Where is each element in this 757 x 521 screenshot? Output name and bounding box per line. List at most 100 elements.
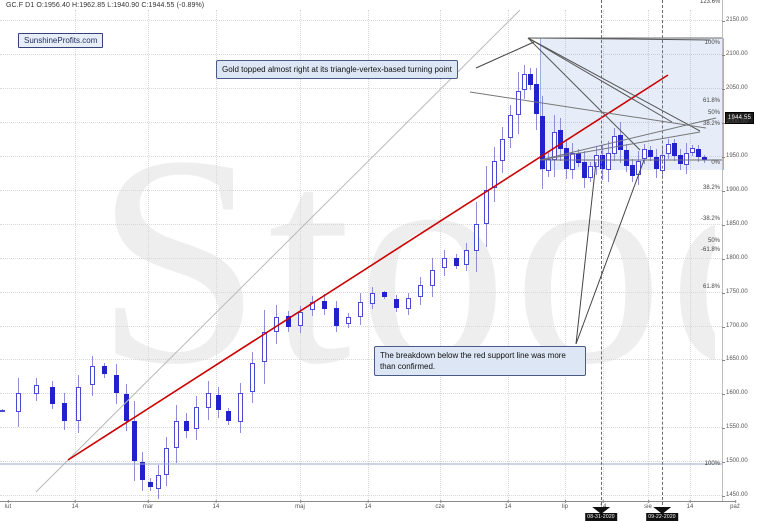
date-tick-label: sie <box>644 500 652 510</box>
price-axis-line <box>722 0 723 502</box>
price-tick-label: 2100.00 <box>722 51 748 58</box>
candle-body <box>206 393 211 409</box>
candle-body <box>588 166 593 178</box>
quote-header: GC.F D1 O:1956.40 H:1962.85 L:1940.90 C:… <box>6 2 205 9</box>
candle-body <box>16 393 21 413</box>
candle-body <box>174 420 179 448</box>
date-marker-vertical-line <box>662 0 663 505</box>
fib-level-label: 50% <box>707 238 720 244</box>
price-tick-label: 1550.00 <box>722 424 748 431</box>
candle-body <box>474 223 479 251</box>
candle-body <box>382 292 387 298</box>
date-axis-line <box>0 501 735 502</box>
candlestick-series <box>0 10 722 502</box>
candle-body <box>310 301 315 310</box>
candle-body <box>690 147 695 154</box>
candle-body <box>442 257 447 269</box>
candle-body <box>132 421 137 462</box>
price-tick-label: 2050.00 <box>722 85 748 92</box>
candle-body <box>484 189 489 224</box>
candle-body <box>394 298 399 308</box>
sunshineprofits-logo[interactable]: SunshineProfits.com <box>18 33 104 48</box>
candle-body <box>492 161 497 188</box>
candle-body <box>216 394 221 411</box>
fib-level-label: 61.8% <box>702 284 720 290</box>
date-tick-label: lut <box>4 500 12 510</box>
candle-body <box>618 134 623 151</box>
gridline-horizontal <box>0 495 722 497</box>
marker-date-label: 09-22-2020 <box>646 513 678 521</box>
candle-body <box>322 300 327 309</box>
candle-body <box>226 411 231 421</box>
marker-flag-icon <box>591 507 610 514</box>
fib-level-label: 0% <box>711 160 720 166</box>
candle-body <box>50 386 55 404</box>
candle-body <box>164 447 169 476</box>
price-tick-label: 1700.00 <box>722 322 748 329</box>
candle-body <box>140 462 145 481</box>
fib-level-label: 38.2% <box>702 121 720 127</box>
fib-level-label: 123.6% <box>700 0 721 5</box>
candle-body <box>528 73 533 85</box>
candle-body <box>684 152 689 166</box>
candle-body <box>238 393 243 423</box>
fib-level-label: 50% <box>707 110 720 116</box>
candle-body <box>570 152 575 170</box>
date-tick-label: 14 <box>686 500 694 510</box>
date-marker[interactable]: 08-31-2020 <box>585 507 617 521</box>
candle-body <box>648 149 653 158</box>
marker-date-label: 08-31-2020 <box>585 513 617 521</box>
candle-body <box>552 132 557 160</box>
candle-body <box>636 161 641 176</box>
candle-body <box>370 292 375 304</box>
fib-level-label: 100% <box>704 40 720 46</box>
price-tick-label: 1900.00 <box>722 186 748 193</box>
candle-body <box>558 130 563 150</box>
candle-body <box>286 316 291 327</box>
annotation-callout-bottom: The breakdown below the red support line… <box>374 346 586 376</box>
candle-body <box>540 115 545 170</box>
last-price-badge: 1944.55 <box>725 112 755 124</box>
candle-body <box>102 365 107 375</box>
candle-body <box>666 143 671 155</box>
fib-level-label: 100% <box>704 461 720 467</box>
candle-body <box>76 386 81 421</box>
candle-body <box>0 410 5 413</box>
candle-body <box>546 159 551 171</box>
candle-body <box>346 317 351 324</box>
price-tick-label: 1750.00 <box>722 288 748 295</box>
candle-body <box>274 317 279 333</box>
date-marker[interactable]: 09-22-2020 <box>646 507 678 521</box>
candle-body <box>298 311 303 327</box>
date-tick-label: 14 <box>212 500 220 510</box>
candle-body <box>630 165 635 177</box>
candle-body <box>90 366 95 386</box>
candle-body <box>516 91 521 115</box>
fib-level-label: -38.2% <box>700 216 720 222</box>
price-tick-label: 2000.00 <box>722 118 748 125</box>
candle-body <box>406 298 411 309</box>
candle-body <box>522 74 527 90</box>
candle-body <box>194 406 199 429</box>
price-tick-label: 1450.00 <box>722 492 748 499</box>
candle-body <box>34 385 39 395</box>
price-tick-label: 1800.00 <box>722 254 748 261</box>
price-tick-label: 1500.00 <box>722 458 748 465</box>
candle-body <box>594 154 599 167</box>
candle-body <box>262 332 267 362</box>
fib-level-label: 38.2% <box>702 185 720 191</box>
date-tick-label: 14 <box>364 500 372 510</box>
candle-body <box>358 301 363 317</box>
price-tick-label: 1850.00 <box>722 220 748 227</box>
candle-body <box>250 362 255 392</box>
date-tick-label: 14 <box>504 500 512 510</box>
candle-body <box>672 143 677 156</box>
candle-body <box>148 482 153 488</box>
candle-body <box>678 155 683 165</box>
candle-body <box>642 149 647 160</box>
candle-body <box>696 149 701 158</box>
date-tick-label: 14 <box>71 500 79 510</box>
candle-body <box>184 420 189 431</box>
candle-body <box>564 148 569 170</box>
candle-body <box>114 375 119 394</box>
